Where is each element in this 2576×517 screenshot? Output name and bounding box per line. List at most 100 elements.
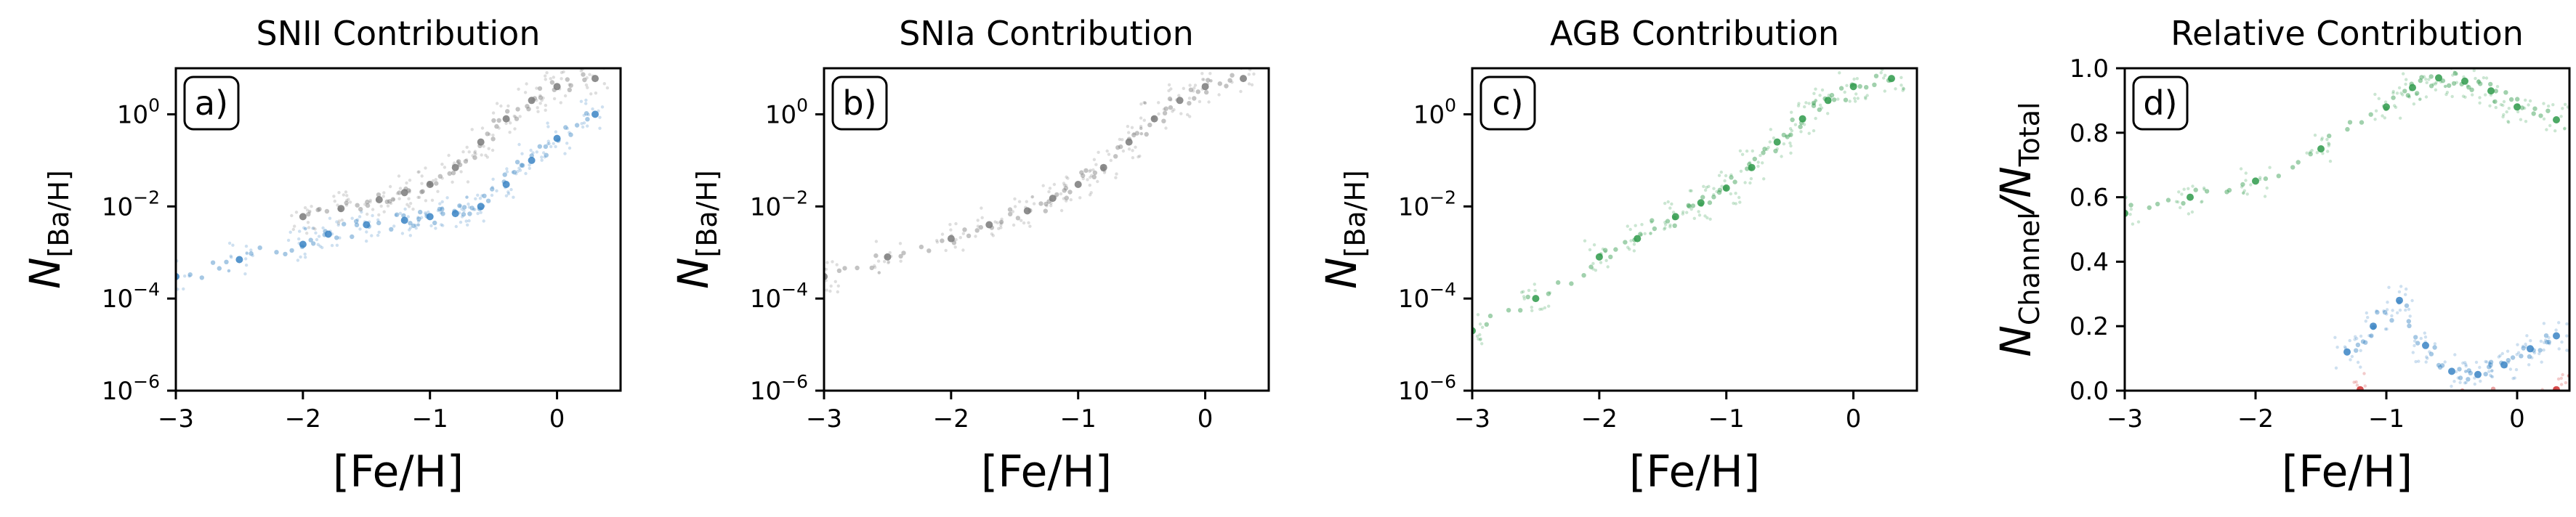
data-point	[2545, 340, 2550, 345]
data-point	[454, 224, 458, 229]
data-point	[2431, 82, 2435, 86]
data-point	[2456, 376, 2460, 380]
data-point	[2527, 363, 2531, 367]
data-point	[2489, 365, 2492, 369]
data-point	[2360, 339, 2366, 344]
data-point	[473, 151, 477, 155]
data-point	[581, 125, 585, 129]
data-point	[1790, 117, 1795, 123]
data-point	[321, 226, 325, 230]
data-point	[451, 163, 456, 167]
data-point	[1595, 253, 1603, 261]
data-point	[1028, 224, 1032, 228]
data-point	[873, 266, 877, 269]
y-tick-label: 0.0	[2070, 377, 2109, 406]
data-point	[1192, 96, 1197, 101]
data-point	[1707, 184, 1711, 188]
data-point	[506, 192, 511, 195]
data-point	[344, 200, 349, 205]
data-point	[2407, 323, 2412, 328]
data-point	[2396, 296, 2403, 304]
data-point	[1670, 202, 1673, 206]
data-point	[2355, 383, 2359, 387]
data-point	[2525, 334, 2529, 338]
data-point	[586, 124, 589, 128]
data-point	[1130, 126, 1134, 129]
data-point	[547, 142, 551, 145]
data-point	[1649, 232, 1652, 235]
data-point	[585, 117, 590, 122]
data-point	[2499, 102, 2503, 107]
data-point	[1230, 73, 1235, 78]
data-point	[1139, 132, 1143, 136]
series-1	[824, 68, 1259, 294]
data-point	[386, 204, 390, 208]
data-point	[1855, 77, 1859, 81]
data-point	[397, 190, 402, 195]
data-point	[594, 91, 598, 95]
data-point	[1247, 82, 1251, 86]
data-point	[390, 197, 395, 202]
data-point	[1583, 239, 1587, 243]
data-point	[513, 115, 517, 118]
data-point	[1857, 84, 1862, 89]
data-point	[2354, 335, 2357, 338]
data-point	[427, 182, 431, 186]
data-point	[1705, 185, 1708, 190]
data-point	[1008, 211, 1013, 217]
data-point	[1748, 160, 1752, 165]
data-point	[2383, 116, 2386, 120]
data-point	[2359, 334, 2363, 338]
data-point	[1000, 217, 1004, 221]
data-point	[311, 227, 315, 230]
data-point	[2506, 358, 2511, 363]
data-point	[518, 115, 522, 118]
x-axis-label: [Fe/H]	[981, 447, 1112, 497]
data-point	[2240, 182, 2245, 187]
data-point	[1729, 173, 1733, 177]
data-point	[1632, 249, 1636, 253]
data-point	[1217, 93, 1221, 97]
x-tick-label: −3	[806, 404, 842, 433]
data-point	[2521, 346, 2526, 351]
data-point	[584, 83, 589, 87]
data-point	[1081, 173, 1086, 179]
data-point	[1121, 138, 1124, 142]
data-point	[406, 188, 411, 193]
x-tick-label: −2	[933, 404, 969, 433]
data-point	[544, 152, 549, 158]
data-point	[2313, 134, 2317, 137]
data-point	[525, 104, 530, 109]
data-point	[549, 77, 552, 81]
data-point	[2506, 361, 2510, 365]
data-point	[1650, 220, 1653, 224]
data-point	[2268, 166, 2272, 169]
data-point	[2505, 110, 2508, 114]
data-point	[2557, 347, 2561, 351]
data-point	[591, 74, 595, 78]
data-point	[1751, 149, 1754, 153]
data-point	[1664, 223, 1668, 227]
data-point	[1785, 134, 1788, 138]
data-point	[2532, 351, 2537, 355]
data-point	[257, 245, 262, 251]
data-point	[1052, 182, 1057, 187]
data-point	[366, 224, 371, 229]
data-point	[417, 195, 421, 199]
data-point	[2469, 87, 2474, 92]
data-point	[1845, 84, 1849, 88]
data-point	[2463, 381, 2467, 385]
data-point	[1761, 161, 1764, 165]
data-point	[1475, 334, 1479, 338]
data-point	[568, 146, 572, 150]
data-point	[434, 181, 439, 186]
data-point	[1097, 150, 1100, 154]
data-point	[1030, 195, 1034, 199]
data-point	[283, 251, 288, 257]
data-point	[1588, 248, 1592, 252]
data-point	[445, 196, 449, 200]
data-point	[2508, 97, 2514, 102]
data-point	[2433, 342, 2437, 346]
data-point	[884, 253, 892, 261]
data-point	[1062, 183, 1067, 187]
